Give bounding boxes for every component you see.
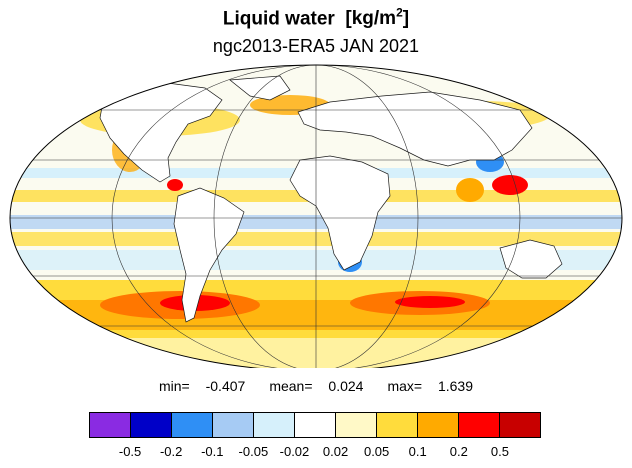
map-border xyxy=(9,64,623,368)
graticule xyxy=(10,65,622,368)
stat-mean: mean= 0.024 xyxy=(269,378,364,394)
colorbar xyxy=(89,412,541,438)
colorbar-tick-label: 0.1 xyxy=(408,444,427,459)
colorbar-cell xyxy=(418,413,459,437)
colorbar-tick-label: -0.2 xyxy=(159,444,183,459)
colorbar-tick-label: 0.02 xyxy=(322,444,349,459)
colorbar-cell xyxy=(90,413,131,437)
colorbar-cell xyxy=(295,413,336,437)
colorbar-tick-label: 0.2 xyxy=(449,444,468,459)
plot-subtitle: ngc2013-ERA5 JAN 2021 xyxy=(212,36,420,56)
stats-line: min= -0.407 mean= 0.024 max= 1.639 xyxy=(0,378,632,394)
colorbar-cell xyxy=(213,413,254,437)
colorbar-cell xyxy=(131,413,172,437)
colorbar-tick-label: -0.05 xyxy=(238,444,269,459)
colorbar-cell xyxy=(459,413,500,437)
stat-min: min= -0.407 xyxy=(158,378,246,394)
colorbar-tick-label: 0.05 xyxy=(363,444,390,459)
plot-title: Liquid water [kg/m2] xyxy=(0,6,632,30)
title-text: Liquid water xyxy=(222,8,335,30)
colorbar-cell xyxy=(336,413,377,437)
colorbar-cell xyxy=(500,413,540,437)
colorbar-tick-label: -0.02 xyxy=(279,444,310,459)
colorbar-tick-label: -0.1 xyxy=(201,444,224,459)
stat-max: max= 1.639 xyxy=(387,378,474,394)
colorbar-cell xyxy=(377,413,418,437)
colorbar-tick-label: -0.5 xyxy=(118,444,142,459)
meridian-120 xyxy=(111,65,521,368)
colorbar-ticks: -0.5 -0.2 -0.1 -0.05 -0.02 0.02 0.05 0.1 0.2 0.5 xyxy=(89,444,541,462)
colorbar-cell xyxy=(172,413,213,437)
colorbar-cell xyxy=(254,413,295,437)
colorbar-tick-label: 0.5 xyxy=(490,444,509,459)
world-map xyxy=(9,64,623,368)
title-unit: [kg/m2] xyxy=(345,6,410,30)
meridian-60 xyxy=(213,65,419,368)
